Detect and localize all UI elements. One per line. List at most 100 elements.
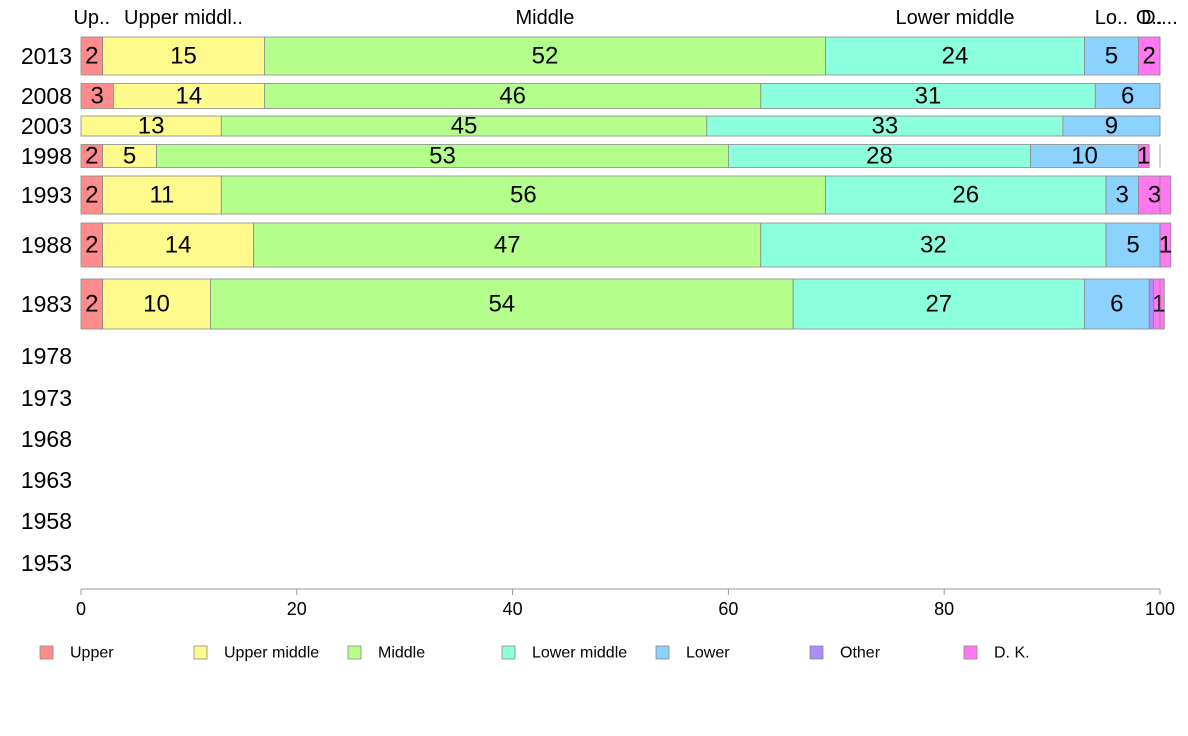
bar-1988-lower-middle bbox=[760, 222, 1107, 268]
bar-2013-lower-middle bbox=[825, 36, 1085, 76]
bar-1993-lower-middle bbox=[825, 175, 1107, 215]
year-label-1988: 1988 bbox=[21, 232, 72, 258]
bar-1993-upper-middle bbox=[102, 175, 222, 215]
value-label-2013-d-k: 2 bbox=[1143, 43, 1156, 70]
value-label-1983-middle: 54 bbox=[488, 291, 515, 318]
value-label-1988-lower: 5 bbox=[1126, 232, 1139, 259]
value-label-1998-lower-middle: 28 bbox=[866, 143, 893, 170]
value-label-1983-lower-middle: 27 bbox=[925, 291, 952, 318]
value-label-1983-upper: 2 bbox=[85, 291, 98, 318]
year-label-1993: 1993 bbox=[21, 182, 72, 208]
bar-1983-middle bbox=[210, 278, 794, 330]
bar-1988-lower bbox=[1105, 222, 1161, 268]
value-label-1993-lower: 3 bbox=[1116, 182, 1129, 209]
year-label-1983: 1983 bbox=[21, 291, 72, 317]
legend-label-lower: Lower bbox=[686, 645, 730, 662]
year-label-1973: 1973 bbox=[21, 385, 72, 411]
legend-label-upper-middle: Upper middle bbox=[224, 645, 319, 662]
bar-2008-upper-middle bbox=[112, 83, 265, 109]
bar-1983-d-k bbox=[1153, 278, 1165, 330]
legend-label-upper: Upper bbox=[70, 645, 114, 662]
x-tick-label-100: 100 bbox=[1145, 599, 1175, 619]
category-header-4: Lower middle bbox=[896, 7, 1015, 29]
value-label-2013-lower: 5 bbox=[1105, 43, 1118, 70]
legend-swatch-upper-middle bbox=[193, 645, 208, 660]
legend-label-other: Other bbox=[840, 645, 881, 662]
bar-1993-middle bbox=[220, 175, 826, 215]
category-header-7: D.... bbox=[1141, 7, 1178, 29]
value-label-2003-lower: 9 bbox=[1105, 113, 1118, 140]
category-headers: Up.. Upper middl.. Middle Lower middle Lo.. O… bbox=[73, 7, 1177, 29]
category-header-1: Up.. bbox=[73, 7, 110, 29]
legend-label-d-k: D. K. bbox=[994, 645, 1030, 662]
year-label-1958: 1958 bbox=[21, 508, 72, 534]
value-label-2003-middle: 45 bbox=[451, 113, 478, 140]
value-label-1983-upper-middle: 10 bbox=[143, 291, 170, 318]
value-label-1988-upper: 2 bbox=[85, 232, 98, 259]
value-label-1988-upper-middle: 14 bbox=[165, 232, 192, 259]
x-tick-label-80: 80 bbox=[934, 599, 954, 619]
value-label-2008-lower-middle: 31 bbox=[915, 83, 942, 110]
value-label-2003-lower-middle: 33 bbox=[872, 113, 899, 140]
x-axis: 0 20 40 60 80 100 bbox=[76, 588, 1175, 619]
value-label-1998-d-k: 1 bbox=[1137, 143, 1150, 170]
value-label-1988-lower-middle: 32 bbox=[920, 232, 947, 259]
x-tick-label-40: 40 bbox=[503, 599, 523, 619]
legend: Upper Upper middle Middle Lower middle Lower… bbox=[39, 645, 1030, 662]
value-label-1988-middle: 47 bbox=[494, 232, 521, 259]
value-label-1983-lower: 6 bbox=[1110, 291, 1123, 318]
legend-swatch-upper bbox=[39, 645, 54, 660]
legend-item-upper-middle: Upper middle bbox=[193, 645, 319, 662]
legend-swatch-middle bbox=[347, 645, 362, 660]
legend-label-lower-middle: Lower middle bbox=[532, 645, 627, 662]
legend-swatch-lower bbox=[655, 645, 670, 660]
year-label-1968: 1968 bbox=[21, 426, 72, 452]
bar-2008-lower-middle bbox=[760, 83, 1096, 109]
bar-1988-middle bbox=[253, 222, 762, 268]
year-label-1978: 1978 bbox=[21, 343, 72, 369]
bar-1983-lower bbox=[1084, 278, 1150, 330]
year-labels: 2013 2008 2003 1998 1993 1988 1983 1978 1973 1968… bbox=[21, 43, 72, 576]
value-label-1993-upper-middle: 11 bbox=[149, 182, 174, 209]
bars: 2 15 52 24 5 23 14 46 31 613 45 33 92 5 53 28 10 12 11 56 26… bbox=[80, 36, 1172, 330]
legend-item-lower: Lower bbox=[655, 645, 730, 662]
bar-1993-lower bbox=[1105, 175, 1139, 215]
value-label-1993-middle: 56 bbox=[510, 182, 537, 209]
legend-swatch-lower-middle bbox=[501, 645, 516, 660]
year-label-2013: 2013 bbox=[21, 43, 72, 69]
value-label-1983-d-k: 1 bbox=[1152, 291, 1165, 318]
bar-2008-middle bbox=[264, 83, 762, 109]
value-label-1998-middle: 53 bbox=[429, 143, 456, 170]
x-tick-label-0: 0 bbox=[76, 599, 86, 619]
bar-2008-upper bbox=[80, 83, 114, 109]
year-label-1998: 1998 bbox=[21, 143, 72, 169]
value-label-1993-d-k: 3 bbox=[1148, 182, 1161, 209]
year-label-2003: 2003 bbox=[21, 113, 72, 139]
category-header-2: Upper middl.. bbox=[124, 7, 243, 29]
legend-label-middle: Middle bbox=[378, 645, 425, 662]
value-label-1988-d-k: 1 bbox=[1159, 232, 1172, 259]
value-label-1998-lower: 10 bbox=[1071, 143, 1098, 170]
year-label-1953: 1953 bbox=[21, 550, 72, 576]
legend-item-lower-middle: Lower middle bbox=[501, 645, 627, 662]
category-header-5: Lo.. bbox=[1095, 7, 1128, 29]
legend-item-other: Other bbox=[809, 645, 881, 662]
bar-1988-upper-middle bbox=[102, 222, 255, 268]
value-label-1993-upper: 2 bbox=[85, 182, 98, 209]
bar-2013-upper-middle bbox=[102, 36, 265, 76]
legend-swatch-other bbox=[809, 645, 824, 660]
value-label-1998-upper-middle: 5 bbox=[123, 143, 136, 170]
legend-item-upper: Upper bbox=[39, 645, 114, 662]
legend-swatch-d-k bbox=[963, 645, 978, 660]
bar-1983-upper-middle bbox=[102, 278, 211, 330]
value-label-2013-upper-middle: 15 bbox=[170, 43, 197, 70]
value-label-2013-lower-middle: 24 bbox=[942, 43, 969, 70]
value-label-1993-lower-middle: 26 bbox=[952, 182, 979, 209]
value-label-2003-upper-middle: 13 bbox=[138, 113, 165, 140]
bar-1998-d-k bbox=[1138, 144, 1150, 168]
value-label-2008-upper-middle: 14 bbox=[176, 83, 203, 110]
x-tick-label-60: 60 bbox=[718, 599, 738, 619]
bar-1993-d-k bbox=[1138, 175, 1172, 215]
legend-item-middle: Middle bbox=[347, 645, 425, 662]
year-label-2008: 2008 bbox=[21, 83, 72, 109]
